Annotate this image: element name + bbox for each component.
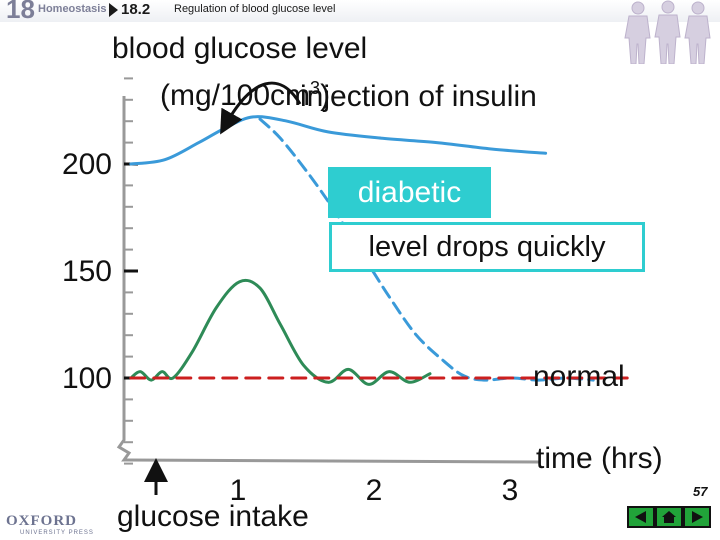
series-layer [129, 115, 629, 386]
publisher-logo: OXFORD [6, 513, 77, 529]
series-diabetic_untreated [129, 115, 548, 166]
y-axis-unit-close: ) [320, 79, 331, 112]
tick-labels: 200 150 100 1 2 3 [62, 148, 518, 507]
section-arrow-icon [109, 3, 118, 17]
series-diabetic_insulin [258, 117, 595, 382]
y-axis-unit: (mg/100cm3) [160, 78, 330, 113]
injection-arrow [220, 81, 302, 135]
x-axis-label: time (hrs) [536, 442, 663, 475]
x-tick-label: 3 [502, 474, 519, 507]
back-button[interactable] [627, 506, 655, 528]
drops-quickly-label: level drops quickly [329, 222, 645, 272]
publisher-sub: UNIVERSITY PRESS [20, 530, 94, 536]
injection-annotation: injection of insulin [300, 80, 537, 113]
y-tick-label: 100 [62, 362, 112, 395]
normal-label: normal [533, 360, 625, 393]
diabetic-label: diabetic [328, 167, 491, 218]
forward-icon [692, 511, 703, 523]
chapter-number: 18 [6, 0, 35, 24]
home-icon [662, 511, 676, 523]
y-tick-label: 150 [62, 255, 112, 288]
series-normal [129, 278, 432, 386]
x-tick-label: 1 [230, 474, 247, 507]
axis-line [116, 96, 541, 464]
page-number: 57 [693, 484, 708, 499]
header-bar [0, 0, 720, 22]
back-icon [635, 511, 646, 523]
section-number: 18.2 [121, 1, 151, 18]
y-axis-unit-text: (mg/100cm [160, 79, 311, 112]
forward-button[interactable] [683, 506, 711, 528]
section-title: Regulation of blood glucose level [174, 3, 336, 15]
glucose-intake-label: glucose intake [117, 500, 309, 533]
y-axis-unit-superscript: 3 [310, 78, 321, 98]
home-button[interactable] [655, 506, 683, 528]
y-tick-label: 200 [62, 148, 112, 181]
y-axis-label: blood glucose level [112, 32, 368, 65]
chapter-title: Homeostasis [38, 3, 107, 15]
arrows [144, 81, 302, 495]
human-figures-icon [624, 0, 711, 64]
x-tick-label: 2 [366, 474, 383, 507]
